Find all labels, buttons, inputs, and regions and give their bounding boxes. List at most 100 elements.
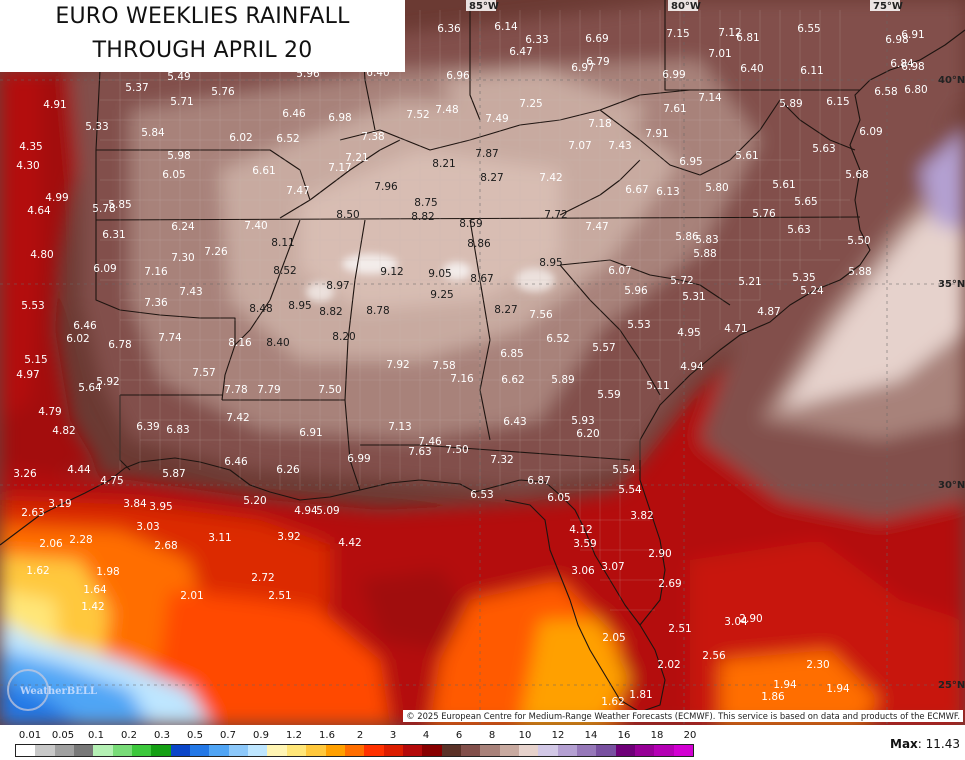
map-value: 8.27	[494, 304, 517, 316]
map-value: 8.95	[288, 300, 311, 312]
map-value: 3.59	[573, 538, 596, 550]
map-value: 7.61	[663, 103, 686, 115]
map-value: 2.68	[154, 540, 177, 552]
map-value: 2.90	[648, 548, 671, 560]
lat-label-35: 35°N	[938, 279, 965, 290]
legend-swatch	[673, 745, 694, 756]
map-value: 6.78	[108, 339, 131, 351]
map-value: 5.88	[848, 266, 871, 278]
map-value: 6.20	[576, 428, 599, 440]
map-value: 7.18	[588, 118, 611, 130]
lon-label-bg-80	[668, 0, 698, 11]
map-value: 7.42	[226, 412, 249, 424]
map-value: 4.64	[27, 205, 51, 217]
map-value: 6.31	[102, 229, 125, 241]
map-value: 6.84	[890, 58, 914, 70]
map-value: 8.11	[271, 237, 294, 249]
map-value: 5.84	[141, 127, 165, 139]
map-value: 5.54	[618, 484, 642, 496]
map-value: 2.56	[702, 650, 726, 662]
map-value: 5.21	[738, 276, 761, 288]
map-value: 4.12	[569, 524, 592, 536]
legend-tick: 1.6	[319, 730, 335, 741]
coastline-gulf	[0, 457, 666, 713]
map-value: 5.20	[243, 495, 266, 507]
legend-swatch	[325, 745, 345, 756]
legend-tick: 0.05	[51, 730, 75, 741]
map-value: 7.46	[418, 436, 442, 448]
legend-swatch	[518, 745, 539, 756]
border-va-md	[779, 99, 856, 151]
map-value: 5.54	[612, 464, 636, 476]
map-value: 6.79	[586, 56, 609, 68]
map-value: 5.64	[78, 382, 102, 394]
weatherbell-logo: WeatherBELL	[7, 669, 97, 711]
map-value: 6.99	[662, 69, 685, 81]
legend-tick: 6	[455, 730, 463, 741]
map-value: 7.40	[244, 220, 267, 232]
map-value: 5.78	[92, 203, 115, 215]
legend-swatch	[209, 745, 229, 756]
map-value: 6.85	[500, 348, 523, 360]
map-value: 8.40	[266, 337, 289, 349]
map-value: 1.94	[826, 683, 850, 695]
map-value: 3.19	[48, 498, 71, 510]
map-value: 6.62	[501, 374, 524, 386]
map-value: 7.21	[345, 152, 368, 164]
lon-label-80: 80°W	[671, 1, 701, 12]
map-value: 6.07	[608, 265, 631, 277]
rainfall-map: 85°W 80°W 75°W 40°N 35°N 30°N 25°N Weath…	[0, 0, 965, 725]
map-value: 7.50	[445, 444, 468, 456]
legend-swatch	[635, 745, 655, 756]
map-value: 3.82	[630, 510, 653, 522]
map-value: 8.16	[228, 337, 252, 349]
title-box: EURO WEEKLIES RAINFALL THROUGH APRIL 20	[0, 0, 405, 72]
map-value: 7.30	[171, 252, 194, 264]
map-value: 6.61	[252, 165, 275, 177]
map-value: 2.51	[668, 623, 691, 635]
far-west-red	[0, 70, 40, 420]
land-top-light	[440, 70, 650, 150]
map-value: 5.37	[125, 82, 148, 94]
border-pa	[664, 0, 860, 91]
map-value: 1.62	[26, 565, 49, 577]
map-value: 7.78	[224, 384, 247, 396]
legend-swatch	[267, 745, 287, 756]
map-value: 2.63	[21, 507, 44, 519]
caribbean-orange	[720, 650, 880, 725]
legend-swatch	[228, 745, 249, 756]
map-value: 1.81	[629, 689, 652, 701]
map-value: 8.78	[366, 305, 389, 317]
legend-tick: 0.7	[220, 730, 236, 741]
map-value: 7.16	[450, 373, 474, 385]
florida-orange	[520, 620, 630, 725]
legend-tick: 10	[518, 730, 532, 741]
map-value: 6.02	[66, 333, 89, 345]
map-value: 2.51	[268, 590, 291, 602]
legend-tick: 16	[617, 730, 631, 741]
graticule-labels: 85°W 80°W 75°W 40°N 35°N 30°N 25°N	[466, 0, 965, 691]
legend-tick: 0.9	[253, 730, 269, 741]
map-value: 1.86	[761, 691, 785, 703]
legend-tick: 3	[389, 730, 397, 741]
map-value: 8.67	[470, 273, 493, 285]
legend-tick: 12	[551, 730, 565, 741]
map-value: 5.86	[675, 231, 699, 243]
map-value: 5.87	[162, 468, 185, 480]
map-value: 4.94	[680, 361, 704, 373]
map-value: 7.58	[432, 360, 455, 372]
legend-swatch	[35, 745, 55, 756]
map-value: 7.48	[435, 104, 458, 116]
map-value: 4.30	[16, 160, 39, 172]
map-value: 5.98	[167, 150, 190, 162]
map-value: 6.52	[276, 133, 299, 145]
map-value: 7.91	[645, 128, 668, 140]
legend-tick: 0.2	[121, 730, 137, 741]
map-value: 8.97	[326, 280, 349, 292]
map-value: 6.02	[229, 132, 252, 144]
map-value: 3.95	[149, 501, 172, 513]
map-value: 5.96	[624, 285, 648, 297]
map-value: 7.14	[698, 92, 722, 104]
map-value: 5.65	[794, 196, 817, 208]
legend-swatch	[74, 745, 94, 756]
